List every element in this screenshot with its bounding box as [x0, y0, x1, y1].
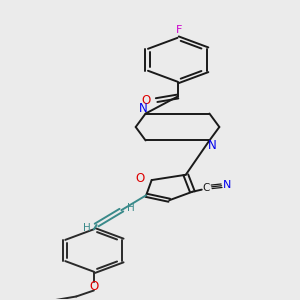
Text: N: N	[208, 139, 217, 152]
Text: H: H	[127, 203, 135, 213]
Text: O: O	[135, 172, 144, 185]
Text: F: F	[176, 25, 182, 35]
Text: O: O	[89, 280, 98, 293]
Text: N: N	[223, 180, 231, 190]
Text: O: O	[141, 94, 150, 106]
Text: H: H	[83, 223, 91, 233]
Text: N: N	[139, 102, 147, 115]
Text: C: C	[202, 183, 210, 193]
